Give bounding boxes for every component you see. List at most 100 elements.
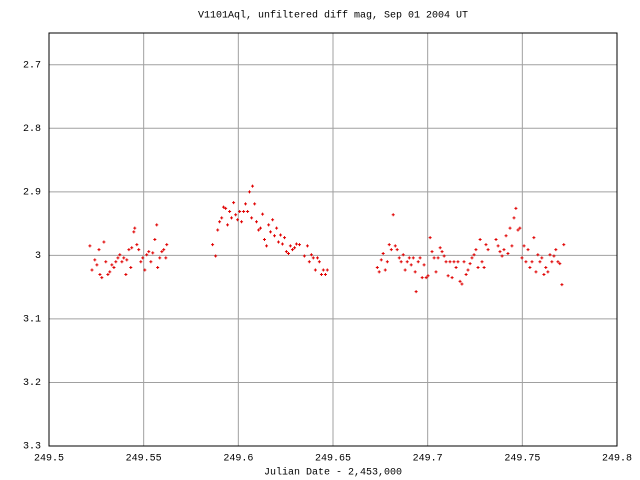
data-point	[265, 244, 269, 248]
y-tick-label: 3	[35, 251, 41, 262]
data-point	[158, 256, 162, 260]
data-point	[267, 223, 271, 227]
data-point	[151, 251, 155, 255]
data-point	[377, 270, 381, 274]
data-point	[534, 270, 538, 274]
data-point	[401, 253, 405, 257]
data-point	[262, 238, 266, 241]
data-point	[482, 265, 486, 269]
x-tick-label: 249.55	[126, 454, 162, 465]
data-point	[147, 250, 151, 254]
data-point	[538, 260, 542, 264]
data-point	[418, 256, 422, 260]
data-point	[287, 251, 291, 255]
data-point	[305, 244, 309, 248]
chart-title: V1101Aql, unfiltered diff mag, Sep 01 20…	[198, 10, 468, 22]
y-tick-label: 3.3	[23, 442, 41, 453]
data-point	[153, 238, 157, 241]
data-point	[434, 270, 438, 274]
data-point	[387, 243, 391, 247]
data-point	[452, 260, 456, 264]
data-point	[307, 260, 311, 264]
data-point	[240, 220, 244, 224]
data-point	[323, 272, 327, 276]
data-point	[526, 248, 530, 252]
data-point	[414, 290, 418, 294]
data-point	[222, 205, 226, 209]
data-point	[494, 238, 498, 241]
data-point	[255, 220, 259, 224]
data-point	[516, 228, 520, 232]
data-point	[139, 260, 143, 264]
data-point	[118, 253, 122, 257]
data-point	[462, 260, 466, 264]
data-point	[276, 240, 280, 244]
data-point	[532, 236, 536, 240]
data-point	[405, 260, 409, 264]
data-point	[508, 226, 512, 230]
data-point	[512, 216, 516, 220]
data-point	[500, 254, 504, 258]
data-point	[234, 213, 238, 217]
data-point	[440, 250, 444, 254]
data-point	[246, 210, 250, 214]
data-point	[114, 260, 118, 264]
x-tick-label: 249.75	[504, 454, 540, 465]
data-point	[88, 244, 92, 248]
data-point	[280, 242, 284, 246]
data-point	[520, 256, 524, 260]
data-point	[124, 272, 128, 276]
data-point	[288, 244, 292, 248]
data-point	[90, 268, 94, 272]
data-point	[261, 212, 265, 216]
data-point	[458, 279, 462, 283]
data-point	[242, 210, 246, 214]
data-point	[476, 265, 480, 269]
data-point	[474, 248, 478, 252]
data-point	[430, 250, 434, 254]
y-tick-label: 2.7	[23, 60, 41, 71]
data-point	[125, 258, 129, 262]
data-point	[297, 243, 301, 247]
data-point	[224, 206, 228, 210]
data-point	[484, 243, 488, 247]
data-point	[518, 226, 522, 230]
data-point	[220, 216, 224, 220]
data-point	[248, 190, 252, 194]
data-point	[137, 248, 141, 252]
data-point	[290, 248, 294, 252]
data-point	[258, 226, 262, 230]
data-point	[244, 202, 248, 206]
data-point	[460, 282, 464, 286]
data-point	[122, 256, 126, 260]
data-point	[379, 258, 383, 262]
data-point	[540, 256, 544, 260]
data-point	[269, 230, 273, 234]
data-point	[321, 268, 325, 272]
data-point	[211, 243, 215, 247]
data-point	[100, 276, 104, 280]
data-point	[438, 246, 442, 250]
data-point	[155, 223, 159, 227]
x-tick-label: 249.65	[315, 454, 351, 465]
data-point	[546, 270, 550, 274]
data-point	[446, 274, 450, 278]
data-point	[129, 265, 133, 269]
data-point	[98, 272, 102, 276]
data-point	[544, 265, 548, 269]
data-point	[416, 260, 420, 264]
data-point	[391, 213, 395, 217]
data-point	[442, 254, 446, 258]
data-point	[325, 268, 329, 272]
data-point	[120, 260, 124, 264]
data-point	[143, 268, 147, 272]
data-point	[444, 260, 448, 264]
data-point	[450, 276, 454, 280]
data-point	[141, 256, 145, 260]
data-point	[454, 265, 458, 269]
data-point	[550, 260, 554, 264]
data-point	[250, 216, 254, 220]
data-point	[426, 274, 430, 278]
